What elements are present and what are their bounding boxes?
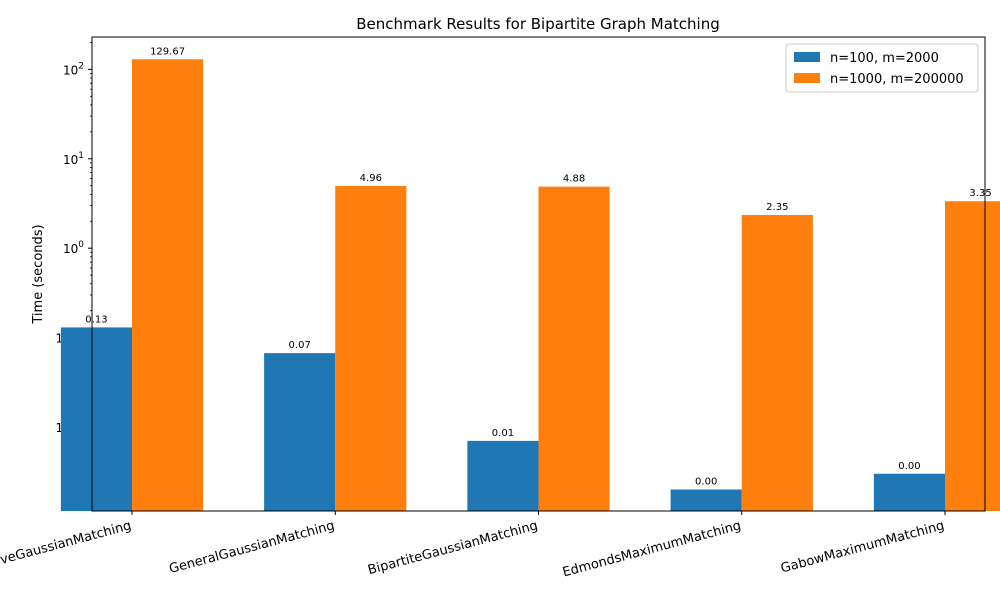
x-tick-label-0: NaiveGaussianMatching xyxy=(0,518,133,573)
bar-s0-c4 xyxy=(873,473,945,511)
x-tick-label-4: GabowMaximumMatching xyxy=(779,518,946,576)
data-label-s0-c3: 0.00 xyxy=(695,477,717,488)
data-label-s0-c2: 0.01 xyxy=(492,428,514,439)
legend: n=100, m=2000 n=1000, m=200000 xyxy=(785,43,979,93)
data-label-s1-c4: 3.35 xyxy=(969,188,991,199)
bar-s0-c1 xyxy=(264,353,336,511)
bar-s1-c3 xyxy=(741,214,813,511)
bar-s1-c4 xyxy=(945,201,1000,511)
data-label-s0-c0: 0.13 xyxy=(85,314,107,325)
bar-s1-c2 xyxy=(538,186,610,511)
legend-label-0: n=100, m=2000 xyxy=(830,51,939,66)
data-label-s0-c4: 0.00 xyxy=(898,461,920,472)
data-label-s1-c1: 4.96 xyxy=(360,173,382,184)
legend-swatch-1 xyxy=(794,73,820,83)
y-axis-label: Time (seconds) xyxy=(31,224,46,324)
data-label-s0-c1: 0.07 xyxy=(289,340,311,351)
chart-title: Benchmark Results for Bipartite Graph Ma… xyxy=(356,15,720,33)
legend-label-1: n=1000, m=200000 xyxy=(830,72,964,87)
bar-s0-c2 xyxy=(467,440,539,511)
legend-swatch-0 xyxy=(794,52,820,62)
y-tick-label-3: 101 xyxy=(63,151,84,167)
legend-box xyxy=(785,43,979,93)
bar-s0-c3 xyxy=(670,489,742,511)
x-tick-label-2: BipartiteGaussianMatching xyxy=(366,518,539,578)
data-label-s1-c0: 129.67 xyxy=(150,46,185,57)
y-tick-label-2: 100 xyxy=(63,240,84,256)
bar-s1-c1 xyxy=(335,185,407,511)
plot-area: 10−210−11001011020.130.070.010.000.00129… xyxy=(0,42,1000,581)
y-tick-label-4: 102 xyxy=(63,61,84,77)
x-tick-label-3: EdmondsMaximumMatching xyxy=(561,518,743,580)
data-label-s1-c2: 4.88 xyxy=(563,174,585,185)
x-tick-label-1: GeneralGaussianMatching xyxy=(168,518,337,577)
bar-s1-c0 xyxy=(132,59,204,511)
data-label-s1-c3: 2.35 xyxy=(766,202,788,213)
plot-frame xyxy=(91,36,986,512)
bar-s0-c0 xyxy=(60,327,132,511)
